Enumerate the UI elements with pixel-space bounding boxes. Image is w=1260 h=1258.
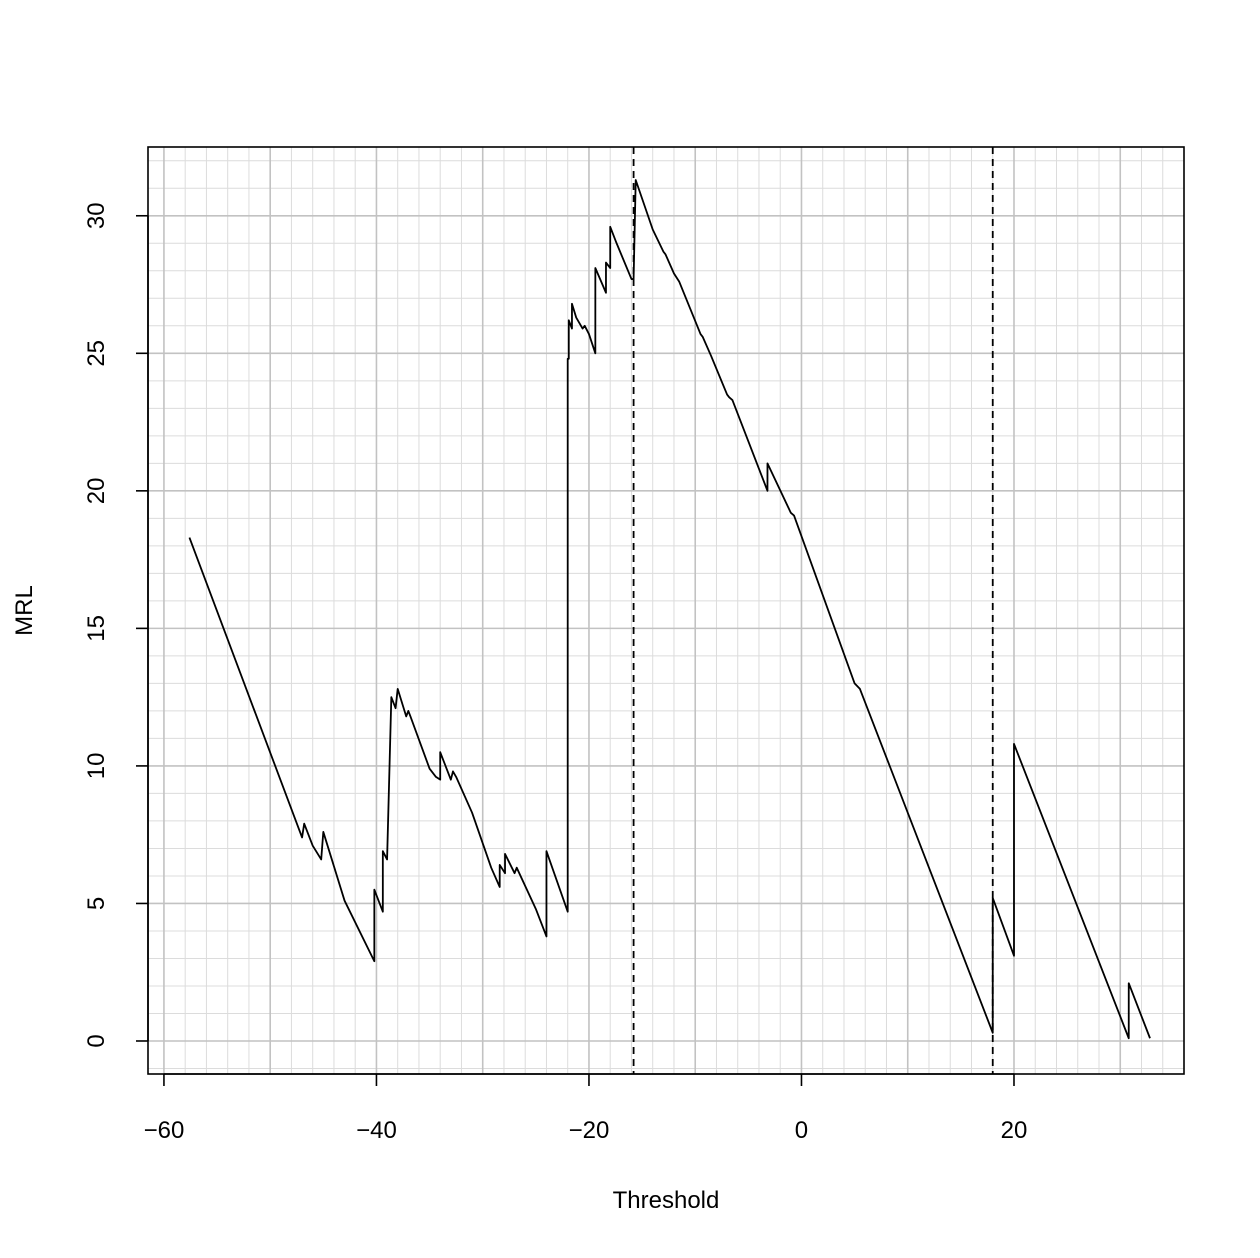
- grid-major: [148, 147, 1184, 1074]
- y-tick-label: 30: [83, 202, 110, 229]
- y-tick-label: 10: [83, 753, 110, 780]
- x-axis-label: Threshold: [613, 1187, 720, 1214]
- x-tick-label: 20: [1001, 1117, 1028, 1144]
- mrl-series-line: [188, 179, 1151, 1040]
- threshold-markers: [632, 147, 994, 1074]
- y-tick-label: 5: [83, 897, 110, 910]
- y-axis: 0 5 10 15 20 25 30: [83, 202, 149, 1048]
- y-tick-label: 15: [83, 615, 110, 642]
- y-axis-label: MRL: [11, 585, 38, 636]
- y-tick-label: 25: [83, 340, 110, 367]
- x-tick-label: −40: [356, 1117, 397, 1144]
- grid-minor: [148, 147, 1185, 1074]
- x-axis: −60 −40 −20 0 20: [144, 1073, 1028, 1144]
- plot-frame: [147, 146, 1185, 1075]
- x-tick-label: −20: [569, 1117, 610, 1144]
- y-tick-label: 0: [83, 1034, 110, 1047]
- x-tick-label: −60: [144, 1117, 185, 1144]
- y-tick-label: 20: [83, 477, 110, 504]
- x-tick-label: 0: [795, 1117, 808, 1144]
